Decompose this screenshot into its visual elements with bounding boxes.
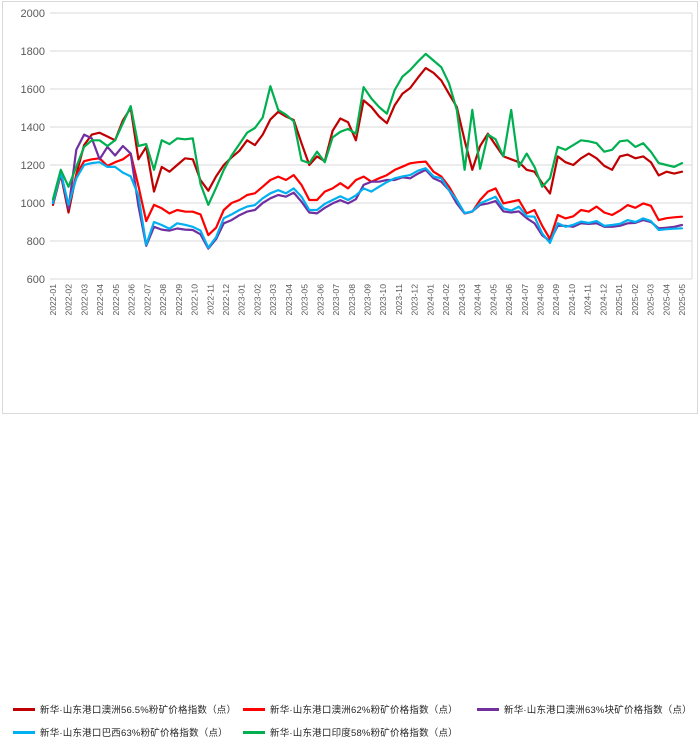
x-axis-tick-label: 2024-08 [535, 284, 545, 316]
y-axis-tick-label: 1400 [21, 122, 45, 134]
x-axis-tick-label: 2024-02 [441, 284, 451, 316]
legend-line-swatch [13, 730, 35, 734]
x-axis-tick-label: 2022-03 [79, 284, 89, 316]
legend-line-swatch [477, 707, 499, 711]
x-axis-tick-label: 2023-01 [237, 284, 247, 316]
legend-line-swatch [243, 707, 265, 711]
x-axis-tick-label: 2022-05 [111, 284, 121, 316]
x-axis-tick-label: 2022-01 [48, 284, 58, 316]
legend-line-swatch [243, 730, 265, 734]
x-axis-tick-label: 2022-09 [174, 284, 184, 316]
x-axis-tick-label: 2022-10 [190, 284, 200, 316]
x-axis-tick-label: 2023-03 [268, 284, 278, 316]
x-axis-tick-label: 2024-12 [598, 284, 608, 316]
y-axis-tick-label: 600 [27, 274, 45, 286]
x-axis-tick-label: 2023-02 [252, 284, 262, 316]
legend-line-swatch [13, 707, 35, 711]
x-axis-tick-label: 2023-11 [394, 284, 404, 315]
chart-legend: 新华·山东港口澳洲56.5%粉矿价格指数（点） 新华·山东港口澳洲62%粉矿价格指… [0, 344, 700, 739]
x-axis-tick-label: 2022-04 [95, 284, 105, 316]
y-axis-tick-label: 1600 [21, 84, 45, 96]
x-axis-tick-label: 2022-12 [221, 284, 231, 316]
legend-label: 新华·山东港口印度58%粉矿价格指数（点） [270, 728, 458, 739]
series-line [51, 161, 684, 249]
x-axis-tick-label: 2022-06 [127, 284, 137, 316]
x-axis-tick-label: 2023-09 [363, 284, 373, 316]
legend-item[interactable]: 新华·山东港口巴西63%粉矿价格指数（点） [13, 724, 228, 740]
x-axis-tick-label: 2024-10 [567, 284, 577, 316]
x-axis-tick-label: 2023-10 [378, 284, 388, 316]
x-axis-tick-label: 2023-12 [410, 284, 420, 316]
legend-label: 新华·山东港口澳洲62%粉矿价格指数（点） [270, 705, 458, 716]
x-axis-tick-label: 2025-03 [646, 284, 656, 316]
y-axis-tick-label: 1200 [21, 160, 45, 172]
legend-item[interactable]: 新华·山东港口澳洲56.5%粉矿价格指数（点） [13, 701, 236, 717]
x-axis-tick-label: 2022-11 [205, 284, 215, 315]
x-axis-tick-label: 2024-09 [551, 284, 561, 316]
x-axis-tick-label: 2024-06 [504, 284, 514, 316]
y-axis-tick-label: 1800 [21, 46, 45, 58]
y-axis-tick-label: 2000 [21, 8, 45, 20]
x-axis-tick-label: 2022-07 [142, 284, 152, 316]
x-axis-tick-label: 2023-08 [347, 284, 357, 316]
series-line [51, 152, 684, 241]
legend-label: 新华·山东港口澳洲63%块矿价格指数（点） [504, 705, 692, 716]
legend-label: 新华·山东港口澳洲56.5%粉矿价格指数（点） [40, 705, 237, 716]
x-axis-tick-label: 2025-04 [661, 284, 671, 316]
x-axis-tick-label: 2025-01 [614, 284, 624, 316]
x-axis-tick-label: 2023-06 [315, 284, 325, 316]
y-axis-tick-label: 800 [27, 236, 45, 248]
series-line [51, 52, 684, 206]
x-axis-tick-label: 2025-05 [677, 284, 687, 316]
x-axis-tick-label: 2025-02 [630, 284, 640, 316]
legend-item[interactable]: 新华·山东港口澳洲62%粉矿价格指数（点） [243, 701, 458, 717]
x-axis-tick-label: 2023-07 [331, 284, 341, 316]
x-axis-tick-label: 2023-04 [284, 284, 294, 316]
chart-border-frame [2, 1, 698, 414]
legend-item[interactable]: 新华·山东港口印度58%粉矿价格指数（点） [243, 724, 458, 740]
x-axis-tick-label: 2022-02 [64, 284, 74, 316]
legend-item[interactable]: 新华·山东港口澳洲63%块矿价格指数（点） [477, 701, 692, 717]
x-axis-tick-label: 2024-05 [488, 284, 498, 316]
x-axis-tick-label: 2024-11 [583, 284, 593, 315]
x-axis-tick-label: 2024-01 [425, 284, 435, 316]
x-axis-tick-label: 2024-04 [473, 284, 483, 316]
x-axis-tick-label: 2024-03 [457, 284, 467, 316]
x-axis-tick-label: 2022-08 [158, 284, 168, 316]
y-axis-tick-label: 1000 [21, 198, 45, 210]
series-line [51, 66, 684, 214]
x-axis-tick-label: 2024-07 [520, 284, 530, 316]
series-line [51, 133, 684, 250]
x-axis-tick-label: 2023-05 [300, 284, 310, 316]
legend-label: 新华·山东港口巴西63%粉矿价格指数（点） [40, 728, 228, 739]
